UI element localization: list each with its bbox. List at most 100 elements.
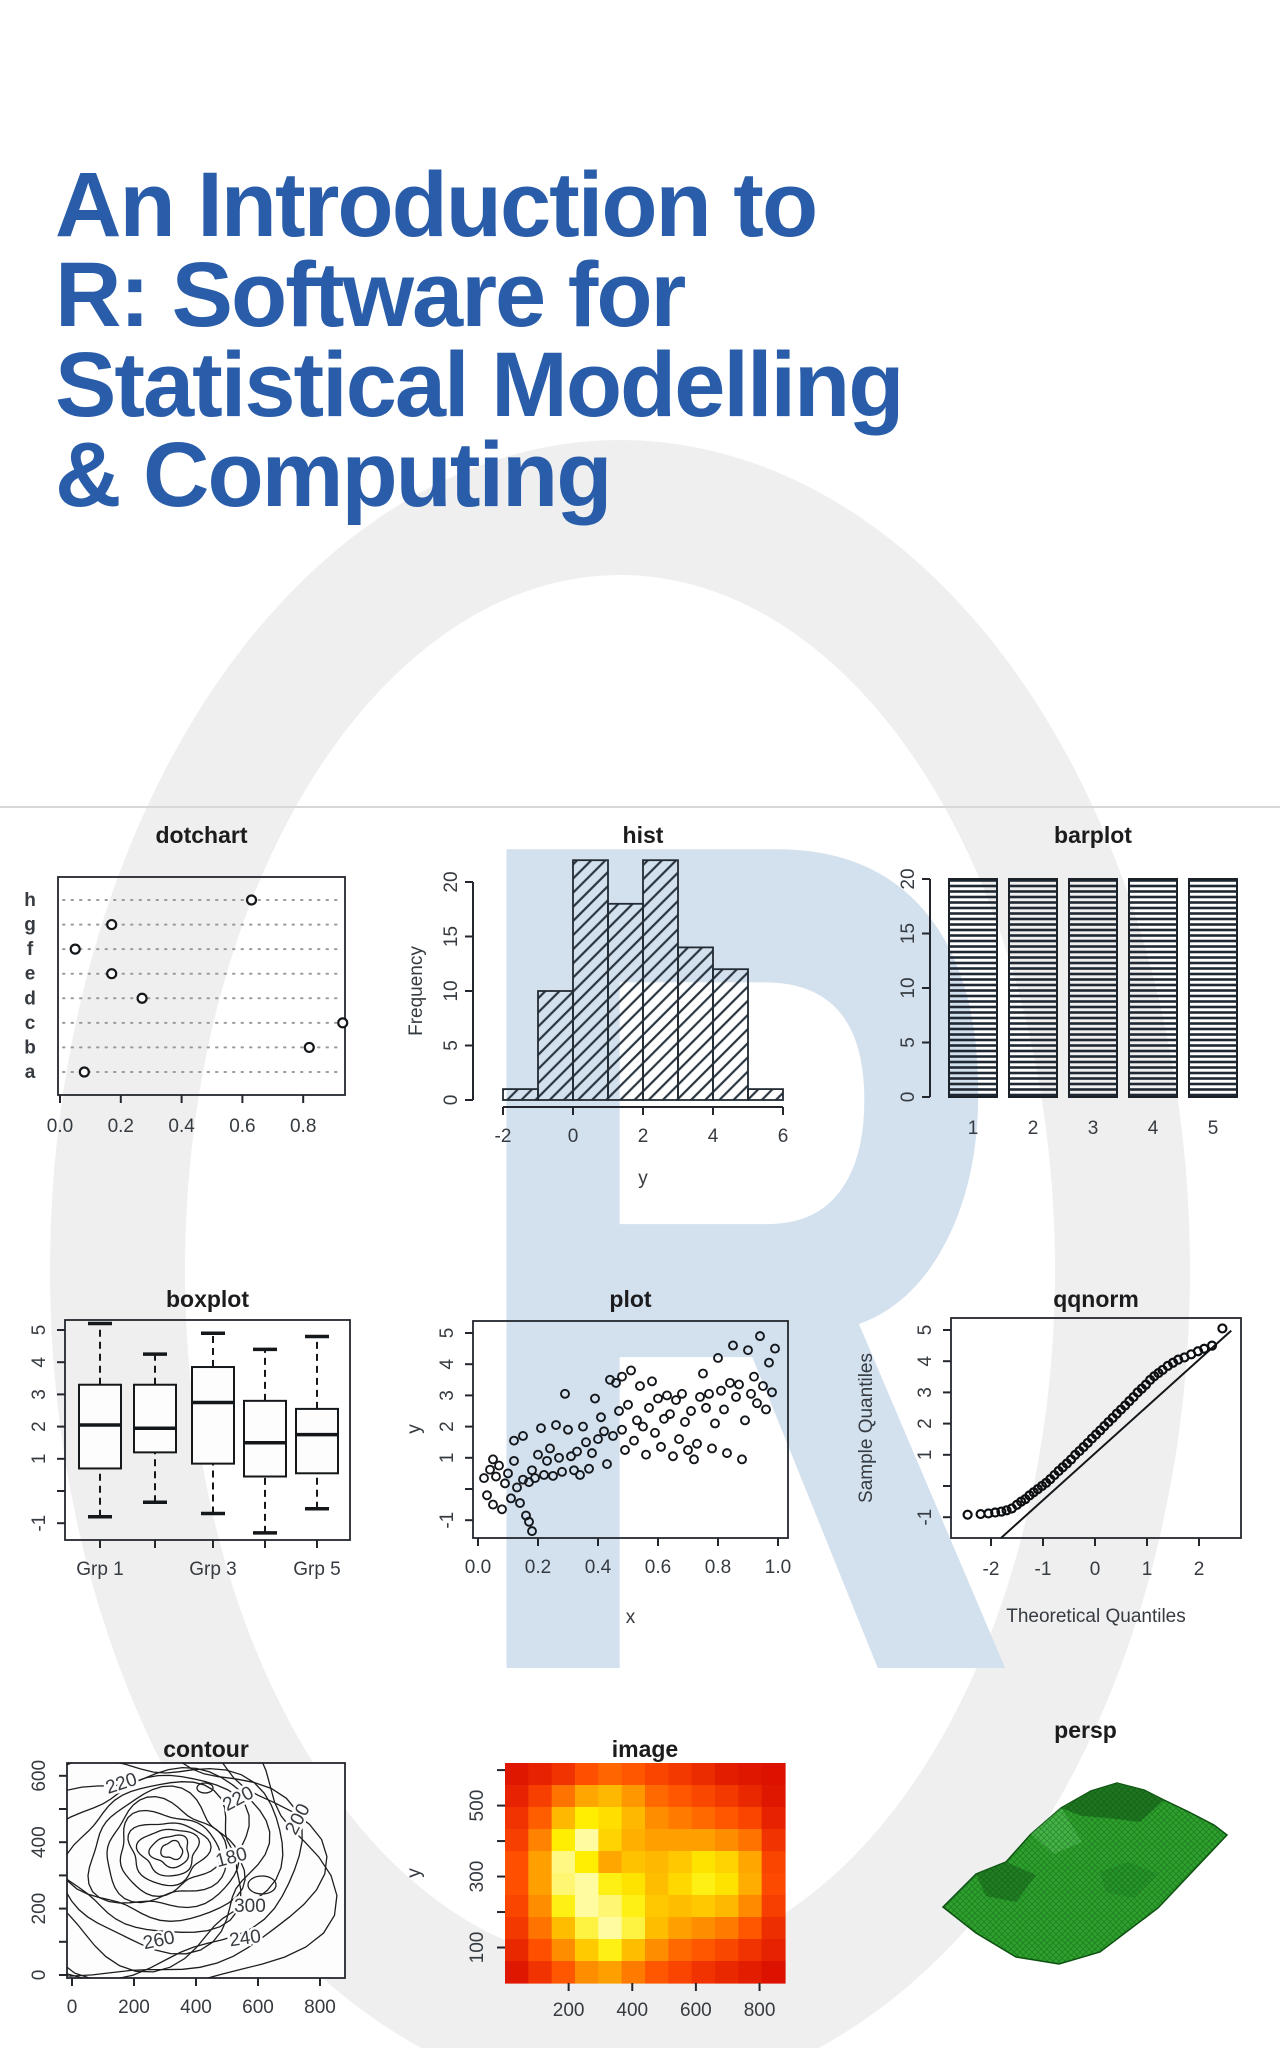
svg-text:6: 6	[778, 1126, 789, 1147]
boxplot-figure: -1 1 2 3 4 5 Grp 1 Grp 3 Grp 5	[29, 1319, 351, 1580]
svg-text:x: x	[626, 1607, 636, 1628]
data-point	[629, 1435, 639, 1446]
svg-text:2: 2	[638, 1126, 649, 1147]
data-point	[623, 1399, 633, 1410]
svg-text:100: 100	[467, 1932, 488, 1964]
box	[295, 1407, 339, 1475]
svg-text:600: 600	[680, 2000, 712, 2021]
data-point	[662, 1390, 672, 1401]
svg-text:Grp 3: Grp 3	[189, 1559, 237, 1580]
svg-text:200: 200	[553, 2000, 585, 2021]
svg-text:5: 5	[915, 1325, 936, 1336]
data-point	[635, 1381, 645, 1391]
svg-text:2: 2	[29, 1421, 50, 1432]
data-point	[737, 1454, 747, 1465]
boxplot-title: boxplot	[165, 1286, 250, 1312]
svg-text:15: 15	[441, 926, 462, 947]
data-point	[548, 1470, 558, 1481]
bar	[1128, 878, 1178, 1098]
data-point	[996, 1506, 1007, 1517]
data-point	[644, 1402, 654, 1413]
qqnorm-panel: qqnorm -1 1 2 3 4 5 -2 -1 0 1 2 Theoretical Quantil…	[856, 1272, 1280, 1702]
page-title-line-2: R: Software for	[55, 244, 686, 346]
data-point	[509, 1455, 519, 1466]
svg-text:0: 0	[568, 1126, 579, 1147]
data-point	[500, 1478, 510, 1489]
contour-title: contour	[163, 1736, 249, 1762]
svg-text:1: 1	[1142, 1559, 1153, 1580]
data-point	[596, 1412, 606, 1423]
data-point	[563, 1424, 573, 1435]
svg-text:200: 200	[29, 1893, 50, 1925]
page-title-line-3: Statistical Modelling	[55, 334, 904, 436]
plot-figure: -1 1 2 3 4 5 0.0 0.2 0.4 0.6 0.8 1.0 x y	[404, 1320, 791, 1628]
svg-text:5: 5	[437, 1328, 458, 1339]
hist-bar	[537, 990, 574, 1101]
bar	[1188, 878, 1238, 1098]
data-point	[734, 1379, 744, 1390]
hist-panel: hist 0 5 10 15 20 -2 0 2 4 6 y Frequency	[378, 812, 802, 1212]
bar	[1008, 878, 1058, 1098]
data-point	[707, 1443, 717, 1454]
data-point	[770, 1343, 780, 1354]
barplot-figure: 0 5 10 15 20 1 2 3 4 5	[898, 868, 1238, 1139]
svg-text:5: 5	[1208, 1118, 1219, 1139]
svg-text:0: 0	[67, 1997, 78, 2018]
data-point	[671, 1395, 681, 1406]
data-point	[524, 1516, 534, 1527]
data-point	[518, 1474, 528, 1485]
data-point	[653, 1393, 663, 1404]
svg-text:0.4: 0.4	[585, 1557, 612, 1578]
data-point	[725, 1377, 735, 1388]
data-point	[626, 1365, 636, 1376]
data-point	[620, 1445, 630, 1455]
svg-text:0.8: 0.8	[290, 1116, 316, 1137]
hist-bar	[747, 1088, 784, 1101]
data-point	[698, 1368, 708, 1379]
svg-text:e: e	[25, 964, 36, 985]
data-point	[990, 1507, 1001, 1518]
barplot-title: barplot	[1054, 822, 1132, 848]
data-point	[497, 1504, 507, 1515]
data-point	[303, 1041, 315, 1054]
qqnorm-title: qqnorm	[1053, 1286, 1139, 1312]
hist-bar	[642, 859, 679, 1101]
data-point	[1206, 1340, 1218, 1351]
data-point	[512, 1482, 522, 1493]
data-point	[710, 1418, 720, 1429]
data-point	[518, 1431, 528, 1441]
svg-text:20: 20	[441, 871, 462, 892]
svg-text:3: 3	[437, 1390, 458, 1401]
data-point	[554, 1452, 564, 1463]
data-point	[572, 1446, 582, 1457]
svg-text:h: h	[24, 890, 36, 911]
data-point	[614, 1406, 624, 1416]
data-point	[542, 1455, 552, 1466]
svg-text:4: 4	[437, 1358, 458, 1369]
data-point	[491, 1471, 501, 1482]
data-point	[638, 1421, 648, 1432]
data-point	[650, 1427, 660, 1438]
data-point	[69, 943, 81, 955]
hist-title: hist	[622, 822, 664, 848]
svg-text:800: 800	[304, 1997, 336, 2018]
data-point	[740, 1415, 750, 1426]
persp-figure	[941, 1782, 1229, 1965]
svg-text:15: 15	[898, 923, 919, 944]
svg-text:0.6: 0.6	[229, 1116, 255, 1137]
data-point	[587, 1448, 597, 1459]
svg-text:5: 5	[29, 1325, 50, 1336]
data-point	[722, 1448, 732, 1459]
svg-text:0: 0	[29, 1970, 50, 1981]
data-point	[608, 1431, 618, 1441]
svg-text:4: 4	[915, 1355, 936, 1366]
svg-text:b: b	[24, 1037, 36, 1058]
data-point	[746, 1388, 756, 1399]
page-title: An Introduction to R: Software for Stati…	[55, 159, 904, 521]
data-point	[536, 1423, 546, 1434]
hist-bar	[502, 1088, 539, 1101]
data-point	[1217, 1323, 1228, 1334]
svg-text:Sample Quantiles: Sample Quantiles	[856, 1353, 877, 1503]
data-point	[551, 1420, 561, 1430]
